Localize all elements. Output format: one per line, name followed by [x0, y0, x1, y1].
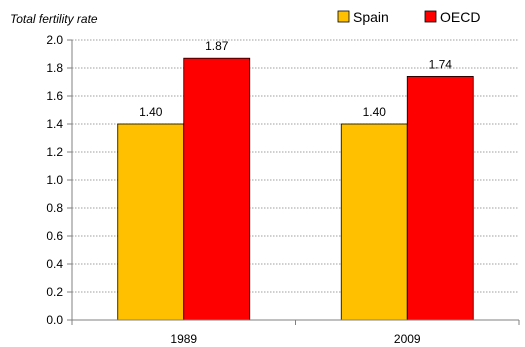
y-tick-label: 0.8: [46, 201, 63, 215]
x-tick-label-2009: 2009: [394, 332, 421, 346]
y-tick-label: 0.0: [46, 313, 63, 327]
y-tick-label: 2.0: [46, 33, 63, 47]
bar-oecd-2009: [406, 76, 474, 321]
y-tick-label: 1.6: [46, 89, 63, 103]
y-tick-label: 0.2: [46, 285, 63, 299]
bar-oecd-1989: [183, 57, 251, 321]
y-tick-label: 1.2: [46, 145, 63, 159]
y-tick-label: 1.4: [46, 117, 63, 131]
data-label-oecd-2009: 1.74: [429, 57, 453, 71]
x-tick-label-1989: 1989: [170, 332, 197, 346]
data-label-oecd-1989: 1.87: [205, 39, 229, 53]
y-tick-label: 1.8: [46, 61, 63, 75]
data-labels: 1.40 1.87 1.40 1.74: [139, 39, 452, 119]
bars: [117, 57, 474, 321]
y-axis-label: Total fertility rate: [10, 12, 98, 26]
data-label-spain-2009: 1.40: [363, 105, 387, 119]
legend-swatch-spain: [337, 10, 350, 23]
legend: Spain OECD: [337, 9, 480, 25]
data-label-spain-1989: 1.40: [139, 105, 163, 119]
bar-spain-2009: [340, 123, 408, 321]
legend-label-spain: Spain: [353, 9, 389, 25]
y-tick-label: 1.0: [46, 173, 63, 187]
tick-labels: 0.0 0.2 0.4 0.6 0.8 1.0 1.2 1.4 1.6 1.8 2.0 1989 200…: [46, 33, 421, 346]
legend-swatch-oecd: [424, 10, 437, 23]
y-tick-label: 0.4: [46, 257, 63, 271]
y-tick-label: 0.6: [46, 229, 63, 243]
bar-spain-1989: [117, 123, 185, 321]
axes: [67, 39, 520, 325]
legend-label-oecd: OECD: [440, 9, 480, 25]
